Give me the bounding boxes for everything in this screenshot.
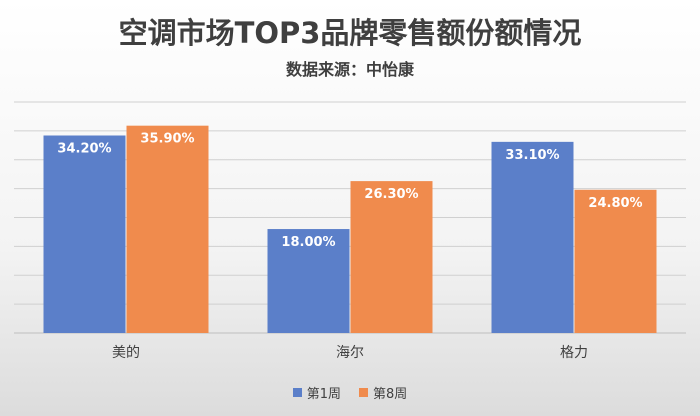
- x-tick-label: 格力: [560, 345, 588, 361]
- legend-item-series-1: 第1周: [292, 383, 341, 402]
- data-label: 33.10%: [505, 148, 559, 163]
- legend: 第1周 第8周: [0, 383, 700, 402]
- bar: [350, 181, 433, 333]
- data-label: 26.30%: [364, 187, 418, 202]
- bar: [491, 141, 574, 333]
- data-label: 18.00%: [281, 235, 335, 250]
- x-tick-label: 美的: [112, 345, 140, 361]
- bar: [43, 135, 126, 333]
- chart-subtitle: 数据来源：中怡康: [285, 60, 414, 79]
- data-label: 35.90%: [140, 132, 194, 147]
- legend-swatch-series-2: [359, 388, 368, 397]
- bar: [574, 189, 657, 333]
- data-label: 34.20%: [57, 141, 111, 156]
- legend-item-series-2: 第8周: [359, 383, 407, 402]
- bar: [126, 125, 209, 334]
- chart-title: 空调市场TOP3品牌零售额份额情况: [118, 16, 582, 50]
- legend-swatch-series-1: [292, 388, 302, 397]
- x-tick-label: 海尔: [336, 345, 364, 361]
- legend-label-series-2: 第8周: [373, 387, 408, 402]
- legend-label-series-1: 第1周: [306, 387, 341, 402]
- data-label: 24.80%: [588, 196, 642, 211]
- bar: [267, 229, 350, 333]
